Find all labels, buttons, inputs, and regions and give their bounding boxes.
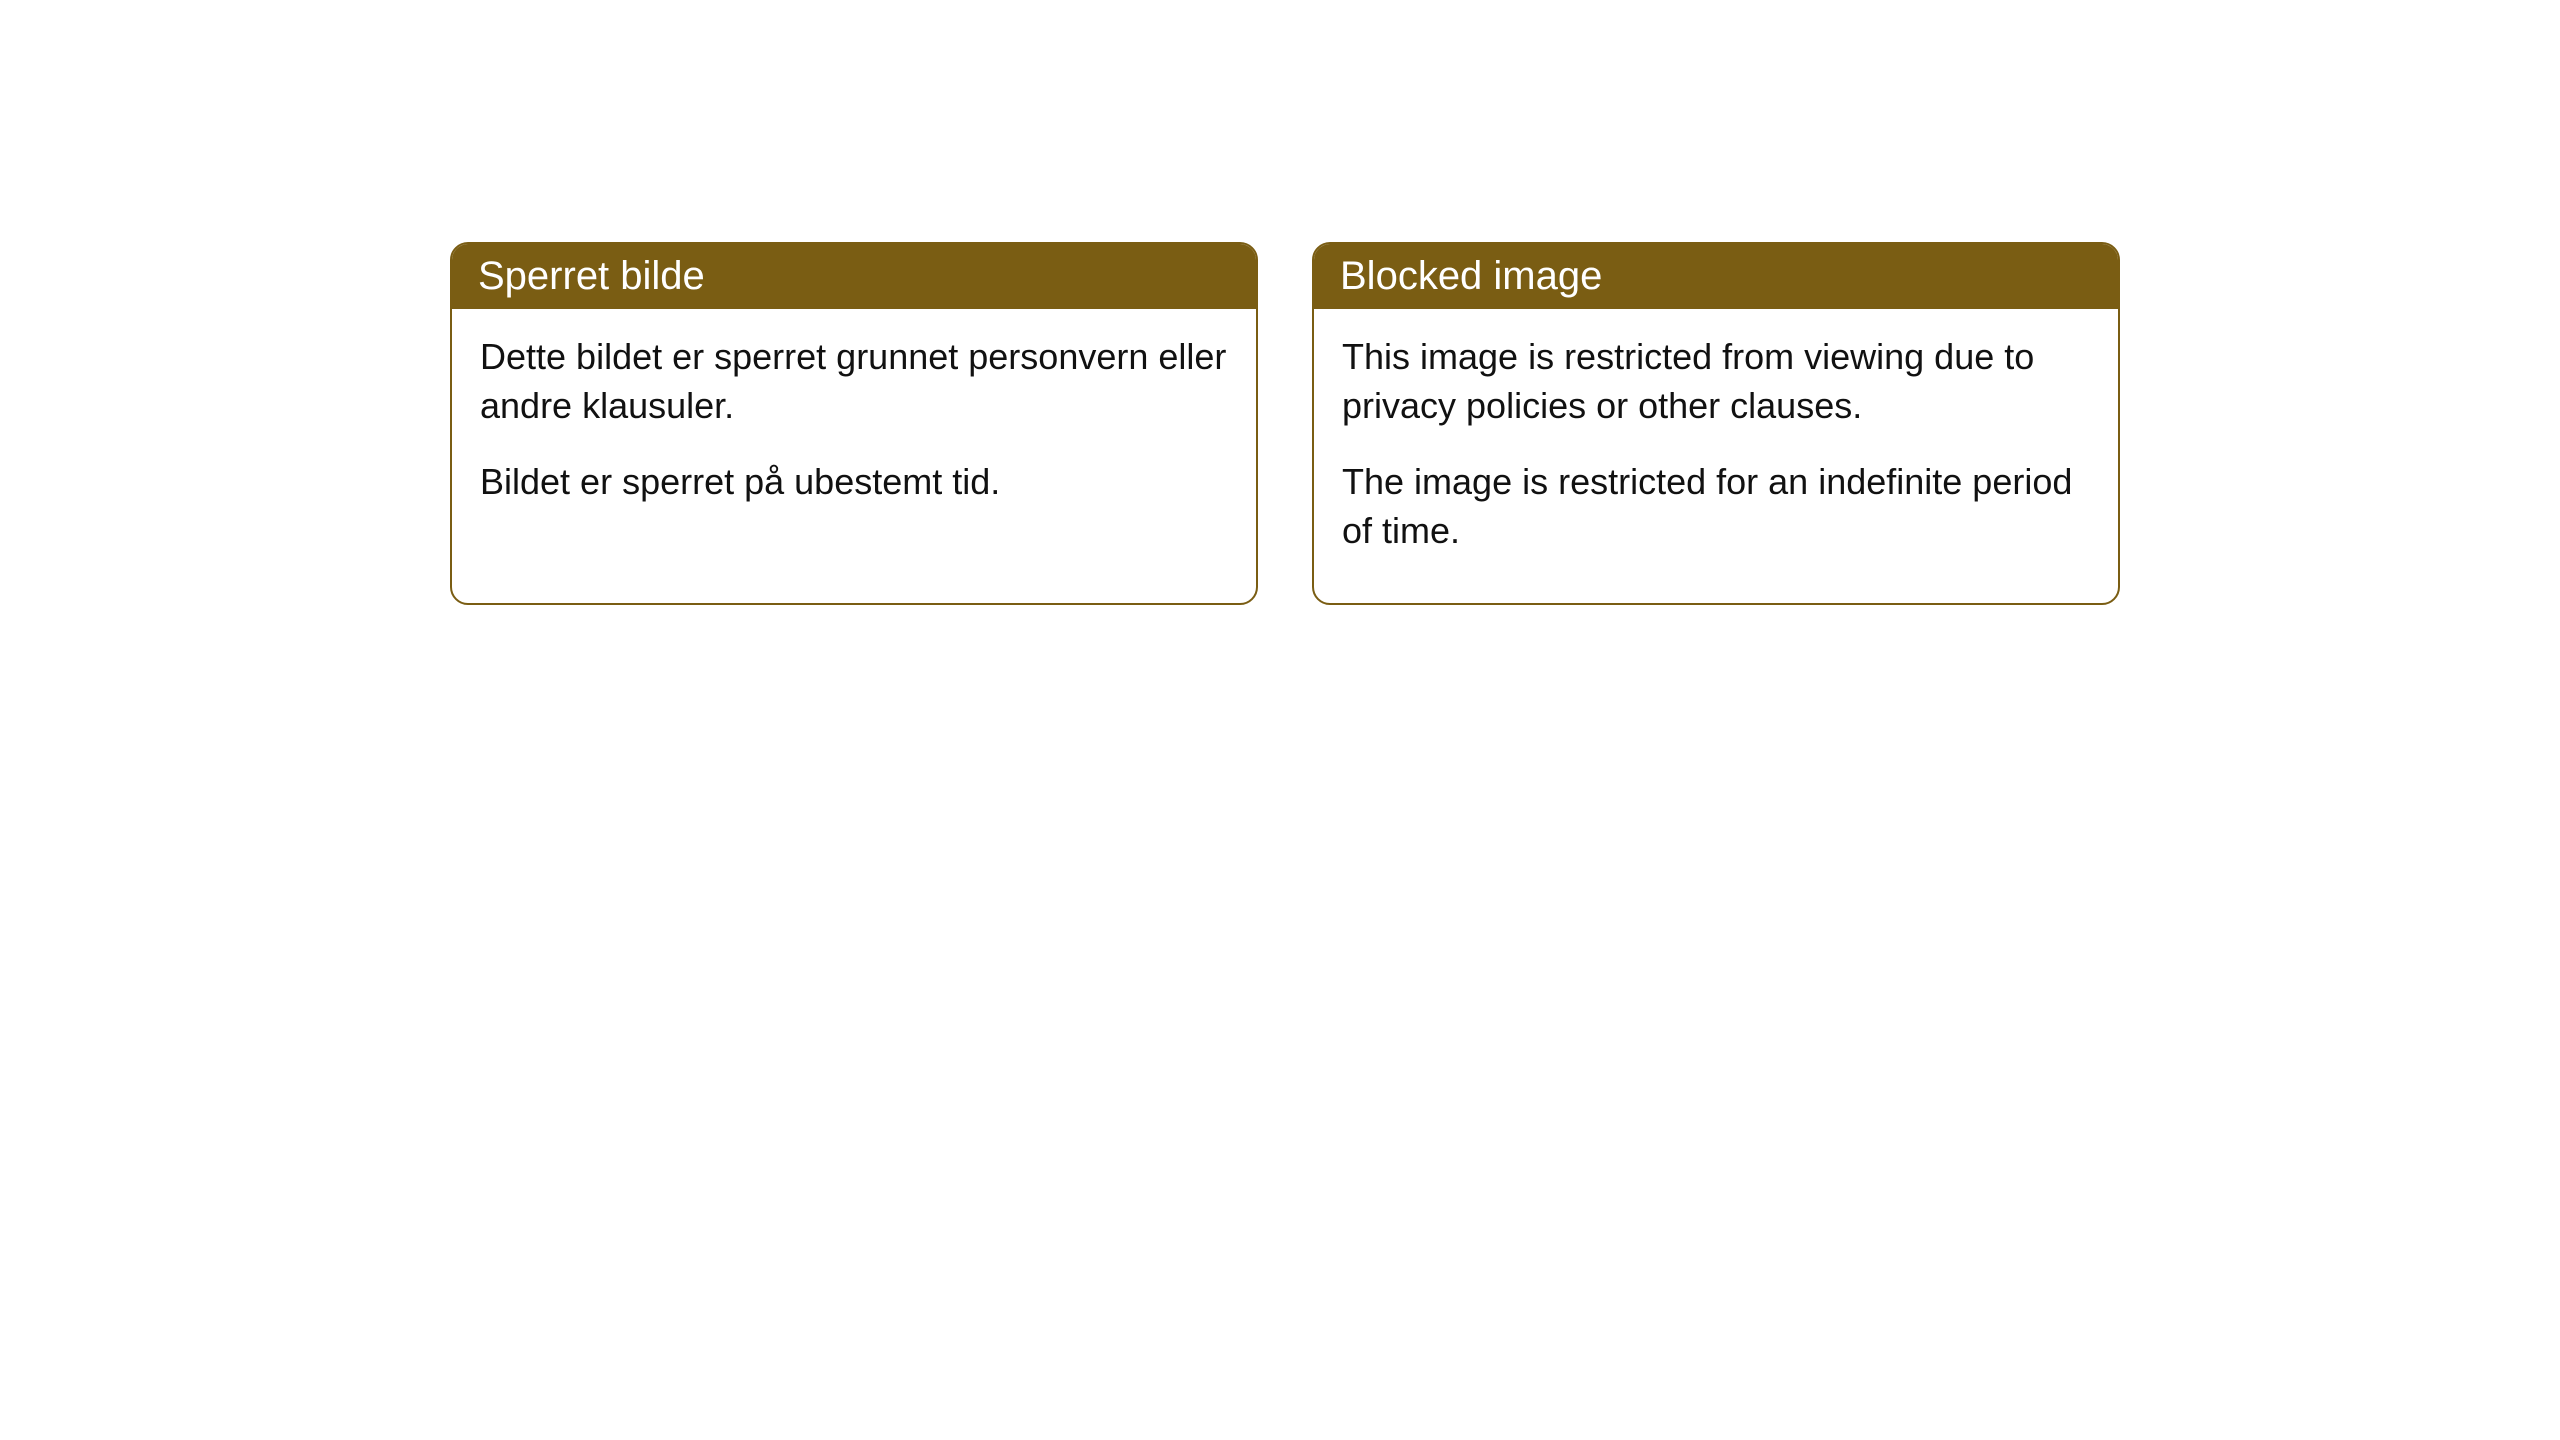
card-body-no: Dette bildet er sperret grunnet personve…: [452, 309, 1256, 555]
card-header-en: Blocked image: [1314, 244, 2118, 309]
blocked-image-card-no: Sperret bilde Dette bildet er sperret gr…: [450, 242, 1258, 605]
card-body-en: This image is restricted from viewing du…: [1314, 309, 2118, 603]
card-paragraph: Dette bildet er sperret grunnet personve…: [480, 333, 1228, 430]
card-header-no: Sperret bilde: [452, 244, 1256, 309]
card-paragraph: The image is restricted for an indefinit…: [1342, 458, 2090, 555]
card-paragraph: This image is restricted from viewing du…: [1342, 333, 2090, 430]
blocked-image-card-en: Blocked image This image is restricted f…: [1312, 242, 2120, 605]
notice-cards-container: Sperret bilde Dette bildet er sperret gr…: [450, 242, 2120, 605]
card-paragraph: Bildet er sperret på ubestemt tid.: [480, 458, 1228, 507]
